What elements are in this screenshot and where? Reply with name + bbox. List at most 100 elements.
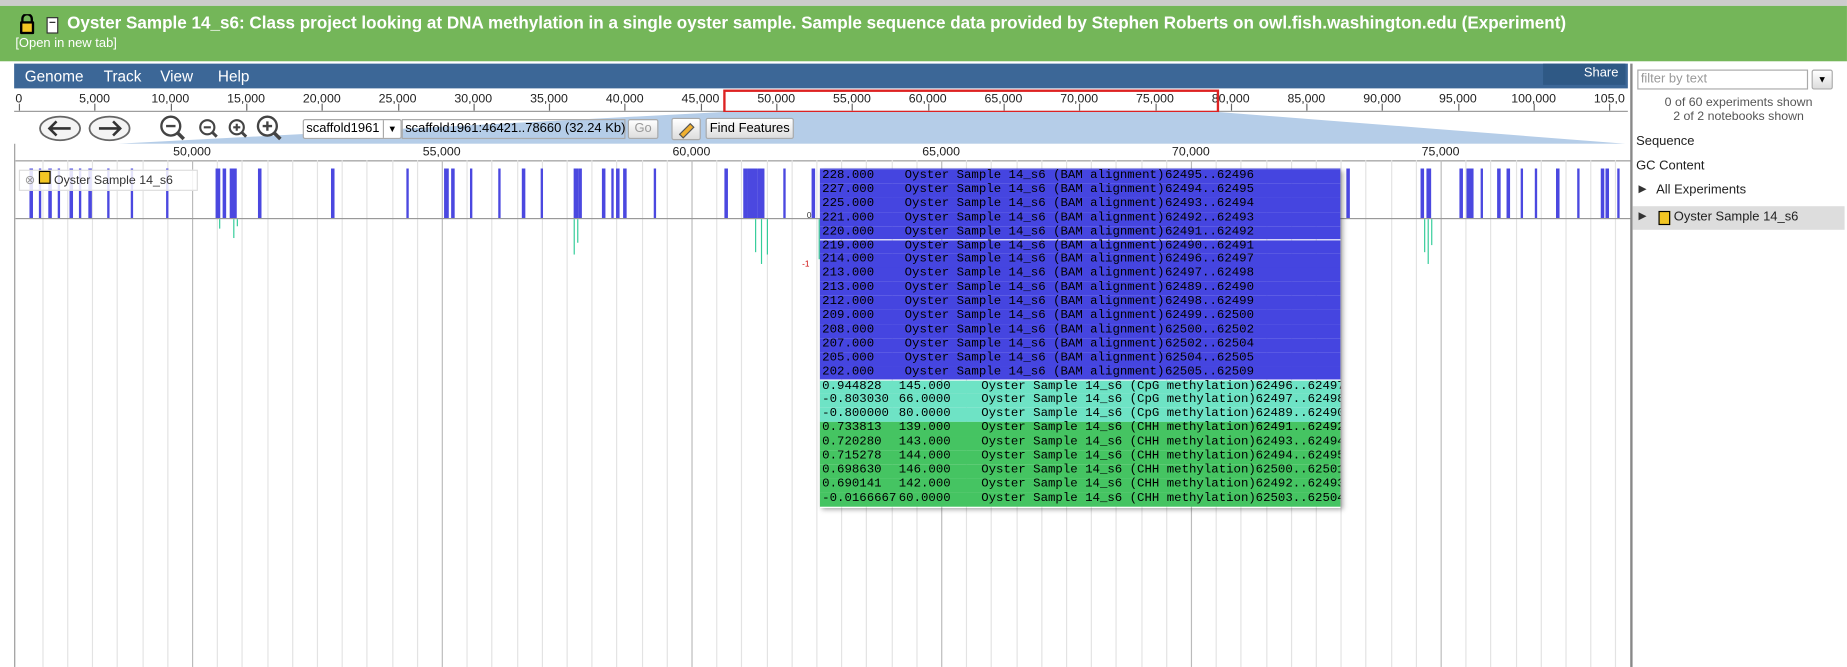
find-features-button[interactable]: Find Features — [705, 117, 794, 140]
grid-line — [541, 160, 543, 667]
track-list-item[interactable]: Sequence — [1636, 134, 1695, 149]
feature — [406, 168, 409, 219]
grid-line — [791, 160, 793, 667]
close-icon[interactable]: ⊗ — [24, 173, 36, 188]
detail-tick-label: 75,000 — [1421, 144, 1460, 160]
popup-cell: -0.0166667 — [822, 491, 897, 506]
lock-icon — [38, 170, 51, 184]
feature — [578, 168, 582, 219]
popup-row: 225.000 Oyster Sample 14_s6 (BAM alignmen… — [819, 196, 1341, 212]
popup-cell: Oyster Sample 14_s6 (BAM alignment) — [904, 196, 1165, 211]
overview-tick — [18, 103, 21, 111]
popup-cell: 62495..62496 — [1164, 168, 1255, 183]
popup-row: 0.698630 146.000 Oyster Sample 14_s6 (CHH … — [819, 462, 1341, 479]
popup-cell: 62492..62493 — [1164, 210, 1255, 225]
popup-cell: 221.000 — [822, 210, 875, 225]
methylation-spike — [577, 219, 579, 243]
feature — [1556, 168, 1560, 219]
grid-line — [67, 160, 69, 667]
feature — [451, 168, 455, 219]
popup-cell: Oyster Sample 14_s6 (BAM alignment) — [904, 182, 1165, 197]
grid-line — [341, 160, 343, 667]
share-button[interactable]: Share — [1543, 63, 1626, 85]
overview-tick — [170, 103, 172, 111]
nav-icons[interactable] — [38, 113, 291, 144]
popup-cell: 0.733813 — [822, 420, 882, 436]
popup-row: 207.000 Oyster Sample 14_s6 (BAM alignmen… — [819, 337, 1341, 352]
grid-line — [566, 160, 568, 667]
tree-expander[interactable]: ▶ — [1638, 209, 1647, 221]
popup-cell: 145.000 — [898, 378, 951, 393]
popup-row: 0.944828 145.000 Oyster Sample 14_s6 (CpG … — [819, 378, 1341, 395]
feature — [1480, 168, 1483, 219]
popup-cell: 143.000 — [898, 434, 951, 450]
overview-tick — [1457, 103, 1460, 111]
grid-line — [42, 160, 44, 667]
grid-line — [1440, 160, 1442, 667]
popup-cell: 0.720280 — [822, 434, 882, 450]
header-icons — [20, 14, 59, 35]
overview-tick — [700, 103, 702, 111]
popup-cell: 213.000 — [822, 266, 875, 281]
tree-expander[interactable]: ▶ — [1638, 182, 1647, 195]
feature — [811, 168, 816, 219]
grid-line — [1415, 160, 1417, 667]
popup-row: 0.715278 144.000 Oyster Sample 14_s6 (CHH … — [819, 449, 1341, 465]
sidebar-splitter[interactable] — [1630, 63, 1633, 667]
feature — [107, 168, 110, 219]
overview-tick — [1533, 103, 1535, 111]
popup-cell: 202.000 — [822, 364, 875, 379]
overview-tick — [1382, 103, 1384, 111]
overview-tick-label: 50,000 — [757, 91, 796, 107]
grid-line — [691, 160, 693, 667]
popup-cell: 62489..62490 — [1164, 280, 1255, 295]
methylation-spike — [1427, 219, 1429, 264]
overview-tick-label: 0 — [15, 91, 23, 107]
feature — [1577, 168, 1580, 219]
tree-item[interactable]: All Experiments — [1656, 182, 1747, 197]
grid-line — [591, 160, 593, 667]
filter-dropdown[interactable]: ▼ — [1811, 69, 1833, 90]
tree-item[interactable]: Oyster Sample 14_s6 — [1673, 209, 1799, 224]
overview-tick — [1609, 103, 1611, 111]
feature — [1600, 168, 1605, 219]
feature — [69, 168, 74, 219]
overview-tick — [776, 103, 778, 111]
open-new-tab-link[interactable]: [Open in new tab] — [15, 36, 117, 51]
go-button[interactable]: Go — [627, 119, 659, 140]
track-list-item[interactable]: GC Content — [1636, 158, 1705, 173]
lock-icon — [1658, 210, 1671, 225]
feature — [1497, 168, 1501, 219]
popup-cell: Oyster Sample 14_s6 (CHH methylation) — [981, 462, 1256, 478]
reference-select[interactable]: scaffold1961 ▼ — [302, 119, 402, 140]
feature — [601, 168, 606, 219]
location-input[interactable]: scaffold1961:46421..78660 (32.24 Kb) — [401, 119, 626, 140]
methylation-spike — [1431, 219, 1433, 246]
track-label[interactable]: ⊗ Oyster Sample 14_s6 — [18, 169, 198, 191]
highlight-button[interactable] — [671, 117, 701, 141]
grid-line — [666, 160, 668, 667]
menu-item[interactable]: Genome — [24, 67, 84, 85]
popup-cell: 80.0000 — [898, 406, 951, 422]
grid-line — [1515, 160, 1517, 667]
menu-item[interactable]: Help — [217, 67, 250, 85]
feature — [1466, 168, 1474, 219]
menu-item[interactable]: View — [160, 67, 194, 85]
feature — [540, 168, 544, 219]
feature — [1506, 168, 1511, 219]
menu-item[interactable]: Track — [103, 67, 142, 85]
filter-input[interactable]: filter by text — [1637, 69, 1809, 90]
popup-cell: Oyster Sample 14_s6 (CpG methylation) — [981, 392, 1256, 408]
grid-line — [616, 160, 618, 667]
popup-cell: 60.0000 — [898, 491, 951, 506]
overview-tick-label: 5,000 — [79, 91, 111, 107]
popup-cell: Oyster Sample 14_s6 (CpG methylation) — [981, 406, 1256, 422]
popup-row: 227.000 Oyster Sample 14_s6 (BAM alignmen… — [819, 182, 1341, 198]
feature — [573, 168, 579, 219]
methylation-spike — [573, 219, 575, 255]
popup-cell: -0.803030 — [822, 392, 889, 408]
popup-cell: Oyster Sample 14_s6 (CpG methylation) — [981, 378, 1256, 393]
popup-row: -0.0166667 60.0000 Oyster Sample 14_s6 (CH… — [819, 491, 1341, 507]
overview-tick — [246, 103, 248, 111]
